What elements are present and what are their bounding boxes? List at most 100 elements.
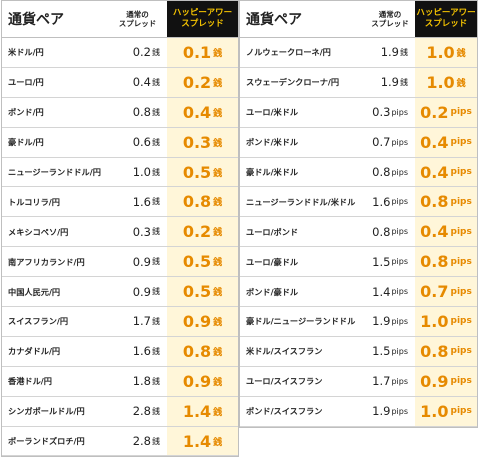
normal-spread: 0.6 銭	[108, 128, 167, 157]
header-pair: 通貨ペア	[8, 12, 64, 28]
normal-spread-unit: 銭	[152, 436, 160, 446]
happy-hour-spread-unit: pips	[450, 196, 472, 207]
normal-spread-value: 1.6	[132, 194, 151, 209]
normal-spread-value: 1.9	[380, 45, 399, 60]
table-row: ポンド/円 0.8 銭 0.4 銭	[2, 97, 238, 128]
normal-spread-value: 1.0	[132, 165, 151, 179]
table-header: 通貨ペア 通常の スプレッド ハッピーアワー スプレッド	[240, 1, 477, 38]
normal-spread-unit: 銭	[400, 77, 408, 87]
table-row: ニュージーランドドル/円 1.0 銭 0.5 銭	[2, 157, 238, 188]
table-row: メキシコペソ/円 0.3 銭 0.2 銭	[2, 217, 238, 248]
happy-hour-spread-value: 0.5	[182, 282, 212, 302]
currency-pair: ポンド/豪ドル	[246, 286, 299, 297]
table-row: ユーロ/円 0.4 銭 0.2 銭	[2, 67, 238, 98]
happy-hour-spread-unit: pips	[450, 376, 472, 387]
table-row: ノルウェークローネ/円 1.9 銭 1.0 銭	[240, 38, 477, 68]
normal-spread-value: 0.3	[132, 224, 151, 239]
table-row: スウェーデンクローナ/円 1.9 銭 1.0 銭	[240, 67, 477, 98]
normal-spread: 0.8 銭	[108, 98, 167, 127]
happy-hour-spread: 0.8 銭	[167, 187, 238, 217]
normal-spread-value: 1.8	[132, 374, 151, 389]
normal-spread-value: 2.8	[132, 434, 151, 449]
happy-hour-spread: 0.7 pips	[415, 277, 477, 307]
happy-hour-spread: 0.2 銭	[167, 67, 238, 97]
normal-spread: 1.9 pips	[365, 307, 415, 336]
currency-pair: ポーランドズロチ/円	[8, 436, 85, 447]
happy-hour-spread: 0.8 pips	[415, 336, 477, 366]
currency-pair: 米ドル/スイスフラン	[246, 346, 323, 357]
currency-pair: ユーロ/スイスフラン	[246, 376, 323, 387]
normal-spread-unit: pips	[391, 316, 408, 326]
currency-pair: スウェーデンクローナ/円	[246, 77, 340, 88]
happy-hour-spread: 0.3 銭	[167, 127, 238, 157]
happy-hour-spread-unit: pips	[450, 406, 472, 417]
happy-hour-spread-value: 0.8	[420, 341, 449, 361]
header-pair: 通貨ペア	[246, 12, 302, 28]
normal-spread-value: 1.9	[372, 404, 391, 419]
happy-hour-spread: 1.4 銭	[167, 426, 238, 456]
normal-spread-unit: 銭	[400, 47, 408, 57]
normal-spread-unit: pips	[391, 376, 408, 386]
happy-hour-spread-unit: pips	[450, 107, 472, 118]
table-row: 豪ドル/円 0.6 銭 0.3 銭	[2, 127, 238, 158]
normal-spread: 1.0 銭	[108, 158, 167, 187]
happy-hour-spread-unit: pips	[450, 256, 472, 267]
normal-spread-unit: pips	[391, 287, 408, 297]
happy-hour-spread-value: 0.2	[182, 222, 212, 242]
normal-spread: 1.5 pips	[365, 247, 415, 276]
happy-hour-spread-value: 1.4	[182, 431, 212, 451]
happy-hour-spread: 0.9 銭	[167, 307, 238, 336]
happy-hour-spread: 0.9 銭	[167, 366, 238, 396]
normal-spread: 1.7 銭	[108, 307, 167, 336]
normal-spread: 0.9 銭	[108, 277, 167, 306]
currency-pair: 香港ドル/円	[8, 376, 52, 387]
normal-spread-unit: 銭	[152, 406, 160, 416]
currency-pair: ノルウェークローネ/円	[246, 47, 331, 58]
normal-spread-value: 1.7	[372, 374, 391, 389]
table-row: スイスフラン/円 1.7 銭 0.9 銭	[2, 307, 238, 337]
happy-hour-spread-unit: 銭	[213, 48, 223, 59]
normal-spread-value: 1.9	[380, 75, 399, 90]
happy-hour-spread: 0.2 銭	[167, 217, 238, 247]
happy-hour-spread-unit: 銭	[213, 198, 223, 209]
currency-pair: ユーロ/円	[8, 77, 44, 88]
currency-pair: トルコリラ/円	[8, 196, 60, 207]
header-normal-spread: 通常の スプレッド	[118, 9, 157, 28]
happy-hour-spread-unit: 銭	[456, 78, 466, 89]
currency-pair: ユーロ/豪ドル	[246, 256, 299, 267]
table-row: 米ドル/スイスフラン 1.5 pips 0.8 pips	[240, 336, 477, 367]
happy-hour-spread-value: 1.0	[426, 42, 455, 62]
normal-spread-unit: pips	[391, 257, 408, 267]
normal-spread-value: 0.4	[132, 75, 151, 90]
table-row: ポンド/スイスフラン 1.9 pips 1.0 pips	[240, 396, 477, 427]
happy-hour-spread-value: 0.7	[420, 282, 449, 302]
normal-spread-unit: 銭	[152, 376, 160, 386]
normal-spread-value: 0.8	[132, 105, 151, 120]
normal-spread-unit: 銭	[152, 287, 160, 297]
normal-spread-unit: pips	[391, 406, 408, 416]
normal-spread-value: 2.8	[132, 404, 151, 419]
happy-hour-spread-value: 0.8	[420, 192, 449, 212]
happy-hour-spread: 0.5 銭	[167, 157, 238, 187]
happy-hour-spread: 0.9 pips	[415, 366, 477, 396]
normal-spread-unit: 銭	[152, 346, 160, 356]
happy-hour-spread: 0.5 銭	[167, 247, 238, 277]
happy-hour-spread-unit: pips	[450, 316, 472, 327]
happy-hour-spread-value: 0.4	[420, 222, 449, 242]
happy-hour-spread-unit: 銭	[213, 347, 223, 358]
happy-hour-spread: 0.8 銭	[167, 336, 238, 366]
currency-pair: 豪ドル/米ドル	[246, 167, 299, 177]
currency-pair: カナダドル/円	[8, 346, 61, 357]
table-row: 豪ドル/ニュージーランドドル 1.9 pips 1.0 pips	[240, 307, 477, 337]
currency-pair: ポンド/円	[8, 107, 44, 118]
happy-hour-spread-unit: pips	[450, 167, 472, 177]
table-header: 通貨ペア 通常の スプレッド ハッピーアワー スプレッド	[2, 1, 238, 38]
currency-pair: 豪ドル/円	[8, 137, 44, 148]
normal-spread: 1.9 銭	[365, 68, 415, 97]
happy-hour-spread-value: 1.4	[182, 401, 212, 421]
currency-pair: ニュージーランドドル/米ドル	[246, 196, 356, 207]
table-row: ポンド/豪ドル 1.4 pips 0.7 pips	[240, 277, 477, 308]
normal-spread: 0.7 pips	[365, 128, 415, 157]
normal-spread: 1.9 銭	[365, 38, 415, 67]
happy-hour-spread-unit: pips	[450, 286, 472, 297]
